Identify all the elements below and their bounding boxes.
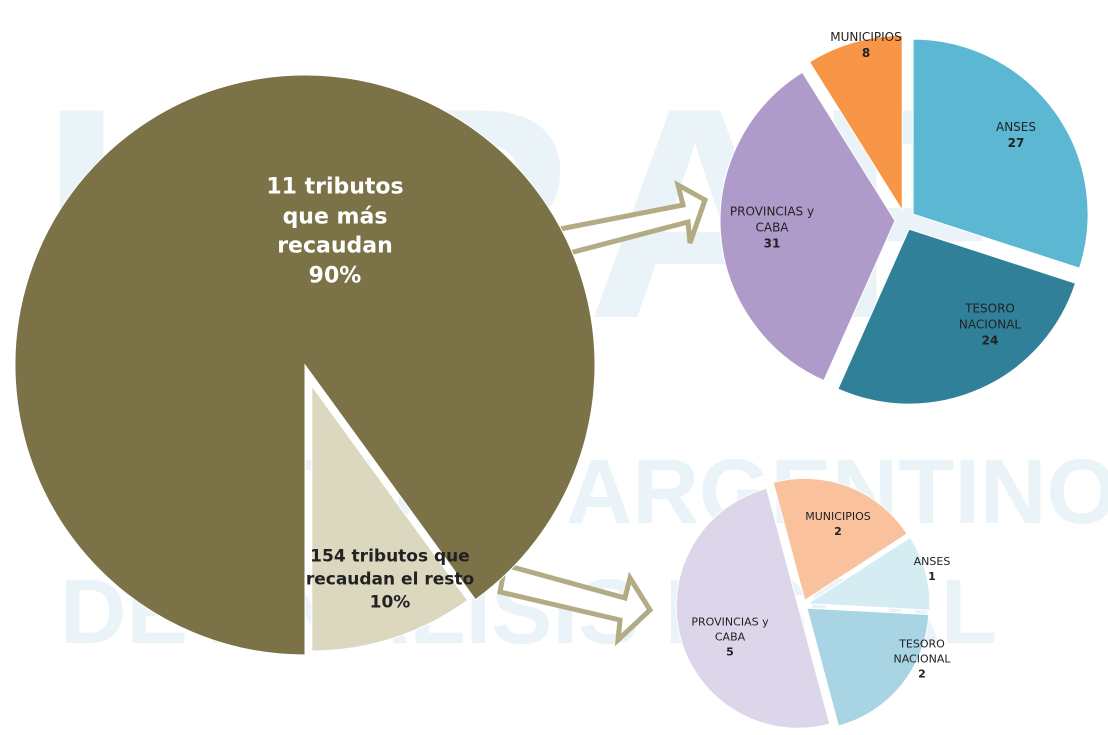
- category-label: TESORO NACIONAL: [958, 301, 1022, 332]
- value-label: 2: [918, 667, 926, 681]
- arrow: [497, 561, 654, 647]
- pie-slice: [808, 34, 903, 213]
- slice-label: MUNICIPIOS 2: [793, 510, 883, 540]
- value-label: 90%: [308, 263, 362, 289]
- category-label: ANSES: [913, 555, 951, 569]
- pie-slice: [719, 71, 896, 382]
- value-label: 5: [726, 645, 734, 659]
- slice-label: MUNICIPIOS 8: [816, 29, 916, 61]
- pie-slice: [912, 38, 1089, 269]
- pie-slice: [837, 228, 1077, 405]
- category-label: ANSES: [995, 119, 1036, 134]
- slice-label: ANSES 1: [902, 555, 962, 585]
- category-label: MUNICIPIOS: [805, 510, 871, 524]
- value-label: 1: [928, 570, 936, 583]
- slice-label: TESORO NACIONAL 2: [882, 638, 962, 683]
- pie-slice: [806, 607, 930, 727]
- slice-label: PROVINCIAS y CABA 5: [685, 616, 775, 661]
- slice-label: PROVINCIAS y CABA 31: [717, 204, 827, 253]
- value-label: 24: [981, 334, 999, 349]
- category-label: 154 tributos que recaudan el resto: [305, 546, 475, 590]
- category-label: 11 tributos que más recaudan: [266, 174, 404, 259]
- value-label: 2: [834, 525, 842, 538]
- value-label: 10%: [369, 592, 411, 613]
- slice-label: ANSES 27: [976, 119, 1056, 151]
- slice-label: 11 tributos que más recaudan 90%: [250, 173, 420, 292]
- slice-label: 154 tributos que recaudan el resto 10%: [275, 546, 505, 615]
- arrow: [551, 180, 709, 259]
- pie-slice: [772, 477, 908, 602]
- value-label: 31: [763, 237, 781, 252]
- value-label: 8: [861, 46, 871, 60]
- pie-slice: [806, 536, 931, 611]
- category-label: PROVINCIAS y CABA: [729, 204, 815, 235]
- pie-slice: [311, 384, 469, 652]
- category-label: PROVINCIAS y CABA: [691, 615, 769, 644]
- value-label: 27: [1007, 136, 1025, 150]
- pie-slice: [14, 74, 596, 656]
- slice-label: TESORO NACIONAL 24: [943, 301, 1038, 350]
- category-label: MUNICIPIOS: [830, 29, 902, 44]
- pie-slice: [675, 487, 831, 729]
- category-label: TESORO NACIONAL: [893, 637, 951, 666]
